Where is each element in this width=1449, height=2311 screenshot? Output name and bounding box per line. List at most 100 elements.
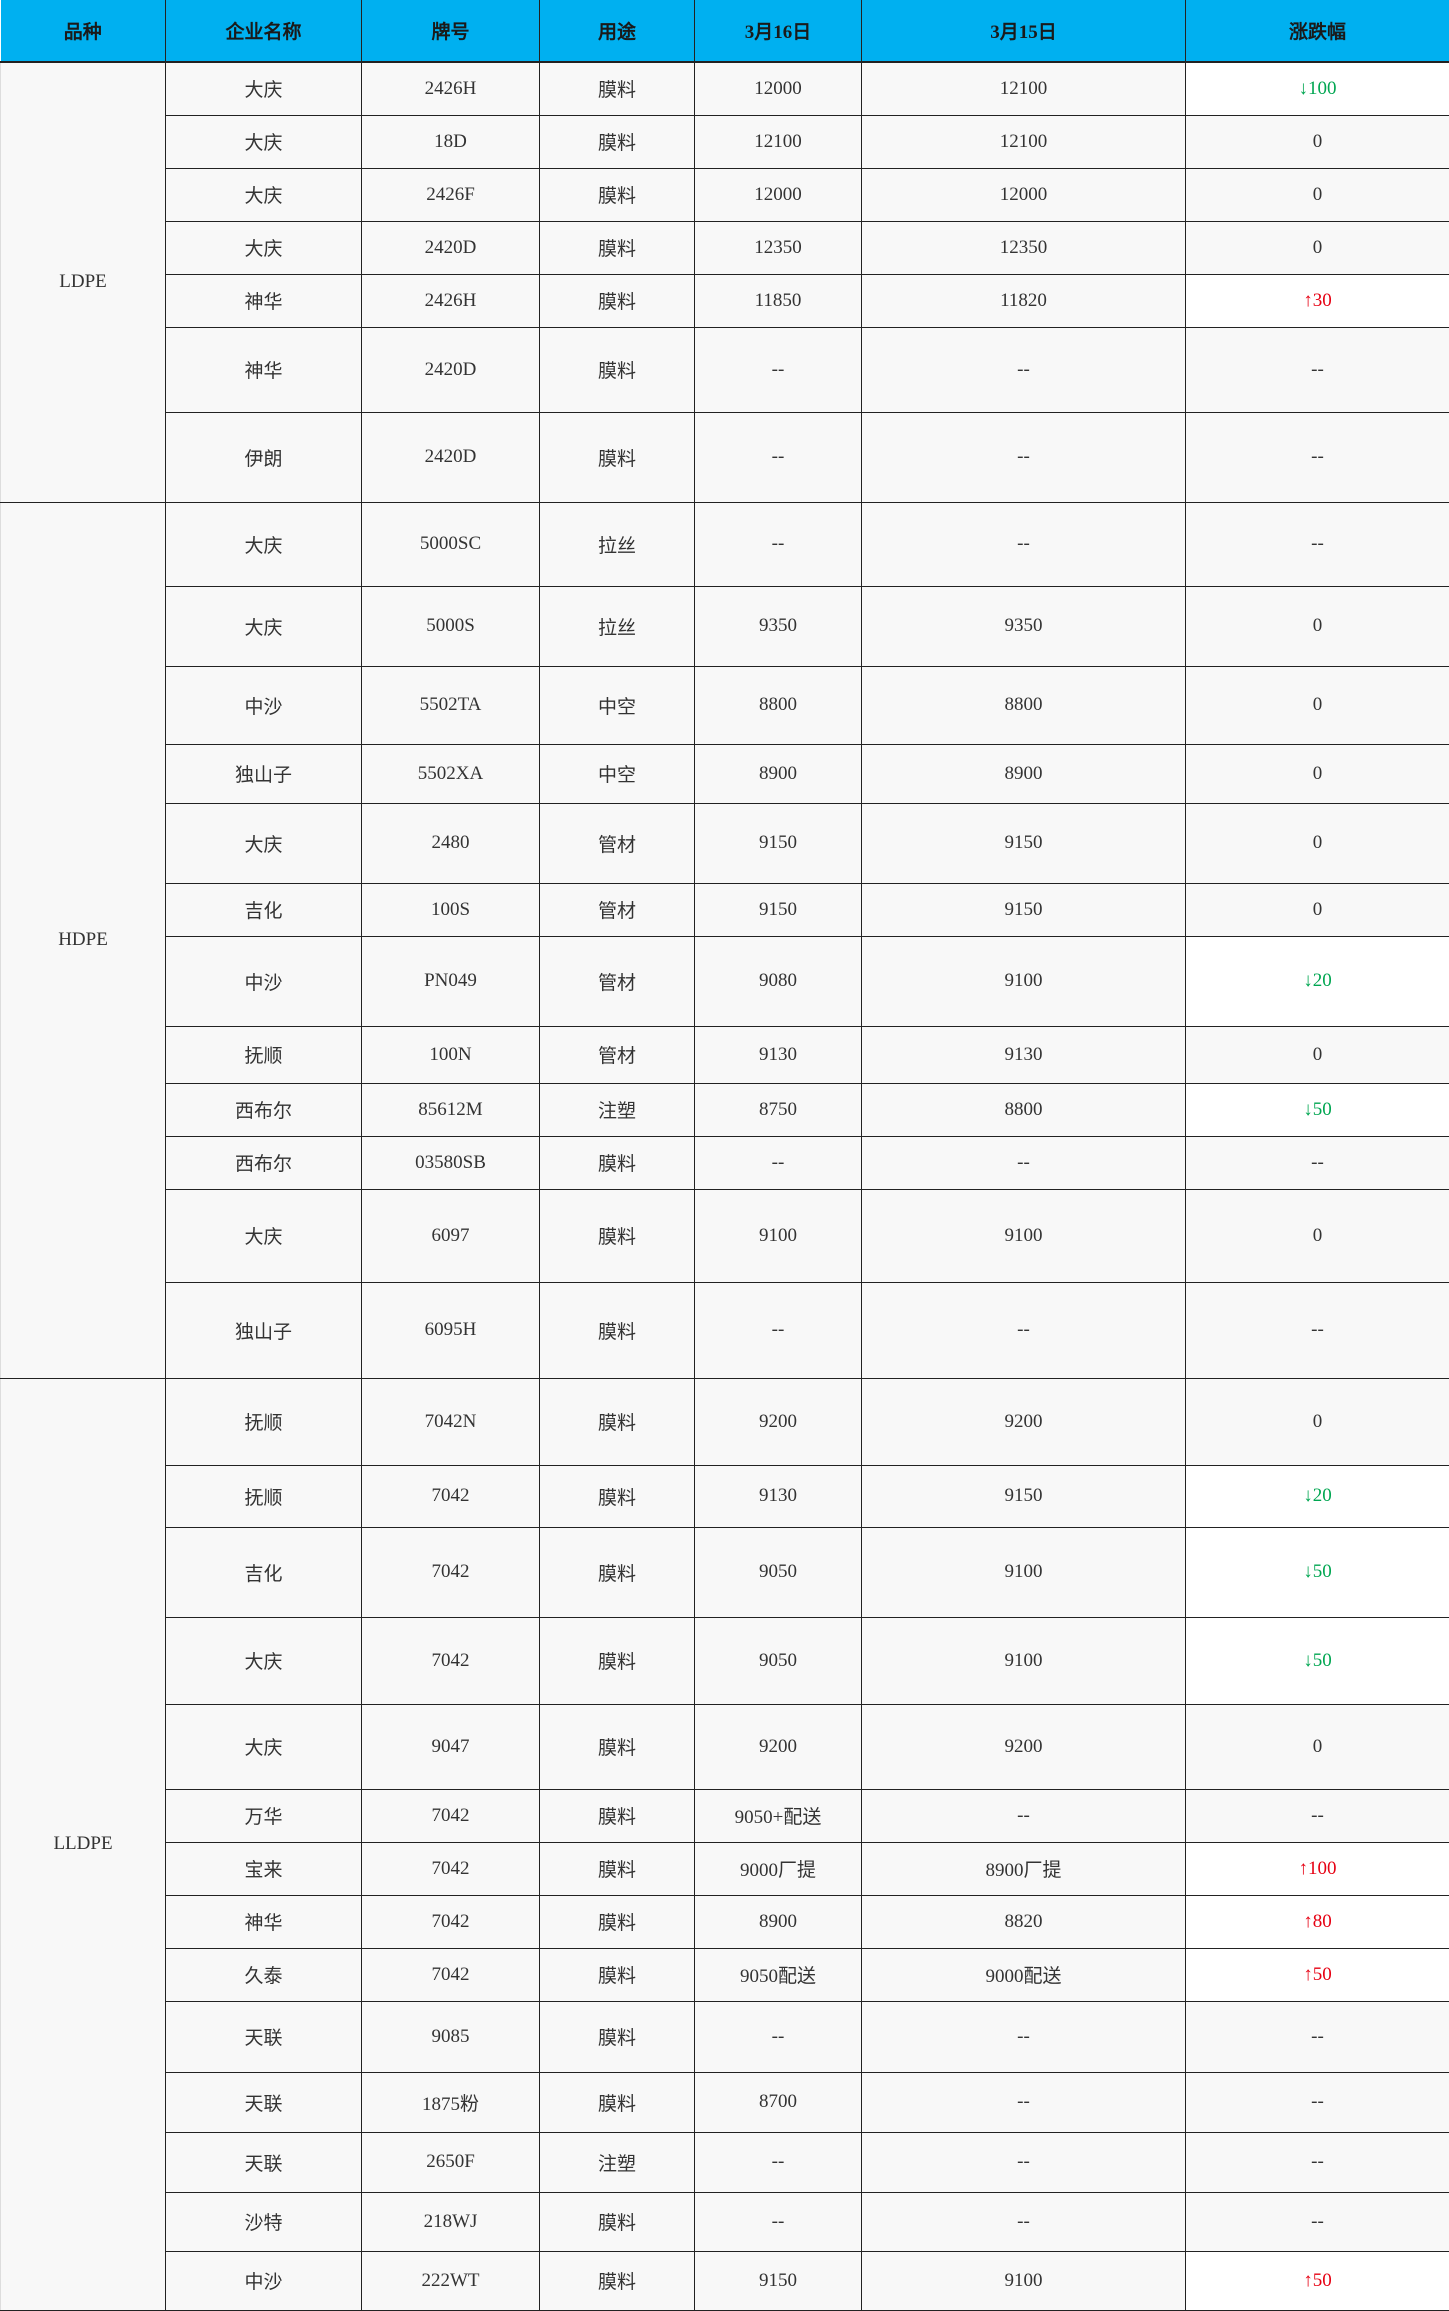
company-cell: 神华 — [166, 274, 362, 327]
change-cell: ↓50 — [1186, 1527, 1449, 1617]
price-0316-cell: 8900 — [695, 1895, 862, 1948]
header-company: 企业名称 — [166, 0, 362, 62]
header-change: 涨跌幅 — [1186, 0, 1449, 62]
price-0316-cell: 8700 — [695, 2072, 862, 2132]
company-cell: 大庆 — [166, 1189, 362, 1282]
company-cell: 大庆 — [166, 1704, 362, 1789]
change-cell: ↑50 — [1186, 1948, 1449, 2001]
price-0316-cell: 9050 — [695, 1527, 862, 1617]
price-0316-cell: 9050 — [695, 1617, 862, 1704]
usage-cell: 中空 — [540, 666, 695, 744]
company-cell: 天联 — [166, 2072, 362, 2132]
company-cell: 抚顺 — [166, 1465, 362, 1527]
grade-cell: 2426F — [362, 168, 540, 221]
usage-cell: 膜料 — [540, 1282, 695, 1378]
change-cell: 0 — [1186, 883, 1449, 936]
grade-cell: 2480 — [362, 803, 540, 883]
change-cell: 0 — [1186, 1704, 1449, 1789]
company-cell: 天联 — [166, 2132, 362, 2192]
grade-cell: 2420D — [362, 221, 540, 274]
change-cell: 0 — [1186, 221, 1449, 274]
category-cell: HDPE — [1, 502, 166, 1378]
price-0316-cell: 11850 — [695, 274, 862, 327]
company-cell: 西布尔 — [166, 1136, 362, 1189]
company-cell: 大庆 — [166, 803, 362, 883]
price-0316-cell: -- — [695, 1282, 862, 1378]
category-cell: LDPE — [1, 62, 166, 502]
change-cell: -- — [1186, 2001, 1449, 2072]
company-cell: 大庆 — [166, 1617, 362, 1704]
usage-cell: 膜料 — [540, 274, 695, 327]
price-0316-cell: 9350 — [695, 586, 862, 666]
price-0315-cell: 8900厂提 — [862, 1842, 1186, 1895]
change-cell: ↑30 — [1186, 274, 1449, 327]
grade-cell: 7042 — [362, 1465, 540, 1527]
company-cell: 神华 — [166, 1895, 362, 1948]
price-0315-cell: 8820 — [862, 1895, 1186, 1948]
company-cell: 大庆 — [166, 168, 362, 221]
usage-cell: 膜料 — [540, 1136, 695, 1189]
change-cell: -- — [1186, 1789, 1449, 1842]
company-cell: 吉化 — [166, 883, 362, 936]
grade-cell: 2650F — [362, 2132, 540, 2192]
price-0315-cell: 9150 — [862, 883, 1186, 936]
price-0316-cell: 9050配送 — [695, 1948, 862, 2001]
usage-cell: 膜料 — [540, 115, 695, 168]
price-0316-cell: 9050+配送 — [695, 1789, 862, 1842]
header-row: 品种 企业名称 牌号 用途 3月16日 3月15日 涨跌幅 — [1, 0, 1449, 62]
change-cell: ↓50 — [1186, 1083, 1449, 1136]
change-cell: ↓20 — [1186, 1465, 1449, 1527]
price-0315-cell: -- — [862, 2192, 1186, 2251]
change-cell: -- — [1186, 2132, 1449, 2192]
price-0315-cell: 9100 — [862, 1189, 1186, 1282]
price-0316-cell: 9150 — [695, 803, 862, 883]
change-cell: 0 — [1186, 803, 1449, 883]
usage-cell: 中空 — [540, 744, 695, 803]
change-cell: 0 — [1186, 168, 1449, 221]
price-0316-cell: 9000厂提 — [695, 1842, 862, 1895]
change-cell: ↑80 — [1186, 1895, 1449, 1948]
grade-cell: 100S — [362, 883, 540, 936]
price-0315-cell: 8900 — [862, 744, 1186, 803]
usage-cell: 膜料 — [540, 1704, 695, 1789]
company-cell: 大庆 — [166, 586, 362, 666]
grade-cell: 5502TA — [362, 666, 540, 744]
grade-cell: 7042N — [362, 1378, 540, 1465]
price-0315-cell: 9100 — [862, 2251, 1186, 2310]
company-cell: 独山子 — [166, 1282, 362, 1378]
price-0315-cell: -- — [862, 2072, 1186, 2132]
grade-cell: 5000SC — [362, 502, 540, 586]
grade-cell: 9085 — [362, 2001, 540, 2072]
change-cell: -- — [1186, 1282, 1449, 1378]
company-cell: 抚顺 — [166, 1378, 362, 1465]
company-cell: 中沙 — [166, 936, 362, 1026]
price-0316-cell: 12000 — [695, 168, 862, 221]
price-0316-cell: 8900 — [695, 744, 862, 803]
usage-cell: 膜料 — [540, 62, 695, 115]
usage-cell: 膜料 — [540, 1842, 695, 1895]
price-0316-cell: 8750 — [695, 1083, 862, 1136]
price-0315-cell: 9100 — [862, 1617, 1186, 1704]
price-0316-cell: 9200 — [695, 1378, 862, 1465]
price-0316-cell: -- — [695, 1136, 862, 1189]
price-0316-cell: 12000 — [695, 62, 862, 115]
grade-cell: 2426H — [362, 62, 540, 115]
usage-cell: 膜料 — [540, 412, 695, 502]
company-cell: 大庆 — [166, 62, 362, 115]
company-cell: 伊朗 — [166, 412, 362, 502]
change-cell: ↓100 — [1186, 62, 1449, 115]
change-cell: ↓20 — [1186, 936, 1449, 1026]
